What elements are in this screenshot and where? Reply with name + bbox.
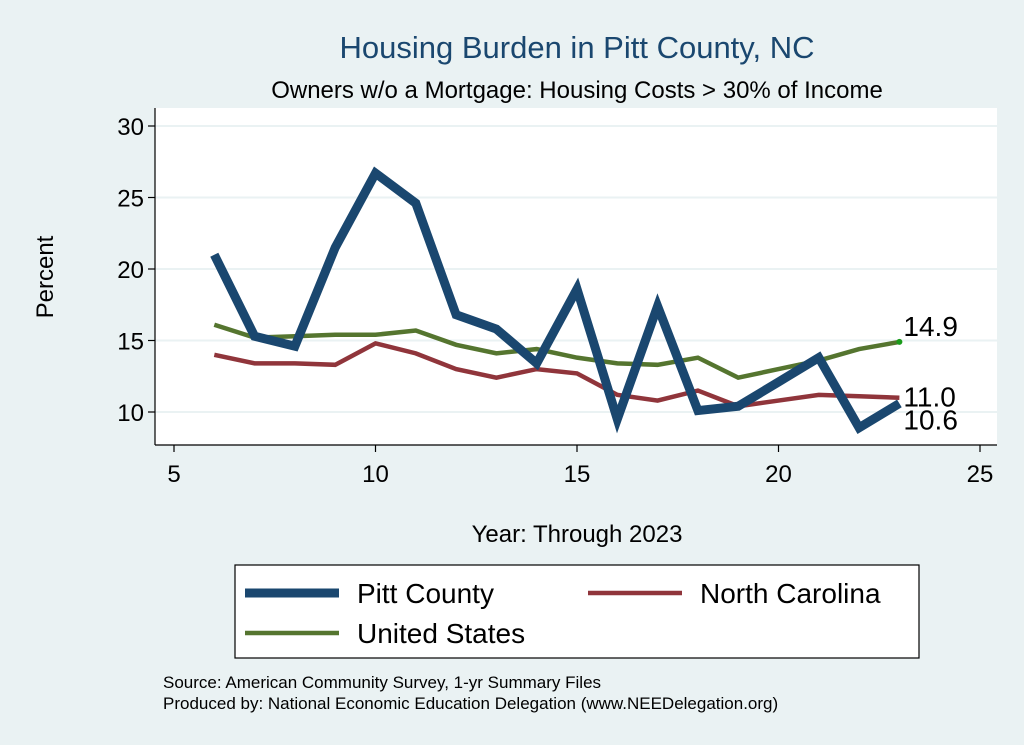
x-tick-label: 20	[765, 461, 792, 488]
legend-label-north-carolina: North Carolina	[700, 578, 881, 609]
gridlines	[155, 125, 997, 413]
series-line-united-states	[213, 322, 900, 381]
legend: Pitt County North Carolina United States	[245, 578, 881, 649]
x-axis-title: Year: Through 2023	[472, 521, 683, 548]
y-axis-title: Percent	[32, 235, 59, 318]
legend-box	[234, 564, 920, 659]
y-tick-label: 30	[117, 114, 144, 141]
y-tick-label: 10	[117, 400, 144, 427]
legend-label-united-states: United States	[357, 618, 525, 649]
y-ticks: 10 15 20 25 30	[117, 114, 155, 427]
chart-subtitle: Owners w/o a Mortgage: Housing Costs > 3…	[271, 77, 883, 104]
x-tick-label: 15	[564, 461, 591, 488]
plot-area	[155, 108, 997, 445]
y-tick-label: 25	[117, 186, 144, 213]
end-label-north-carolina: 11.0	[903, 382, 955, 413]
end-label-united-states: 14.9	[903, 311, 958, 342]
end-label-pitt-county: 10.6	[903, 404, 958, 435]
end-labels: 10.611.0 14.9	[896, 311, 958, 435]
source-note: Source: American Community Survey, 1-yr …	[163, 673, 601, 692]
series-line-pitt-county	[210, 166, 902, 434]
x-tick-label: 25	[967, 461, 994, 488]
x-ticks: 5 10 15 20 25	[167, 445, 993, 488]
series-line-north-carolina	[213, 340, 900, 409]
chart-title: Housing Burden in Pitt County, NC	[340, 30, 815, 65]
x-tick-label: 10	[362, 461, 389, 488]
series-lines	[210, 166, 902, 434]
y-tick-label: 15	[117, 329, 144, 356]
x-tick-label: 5	[167, 461, 180, 488]
legend-label-pitt-county: Pitt County	[357, 578, 494, 609]
producer-note: Produced by: National Economic Education…	[163, 694, 778, 713]
y-tick-label: 20	[117, 257, 144, 284]
end-point-marker	[896, 338, 903, 345]
